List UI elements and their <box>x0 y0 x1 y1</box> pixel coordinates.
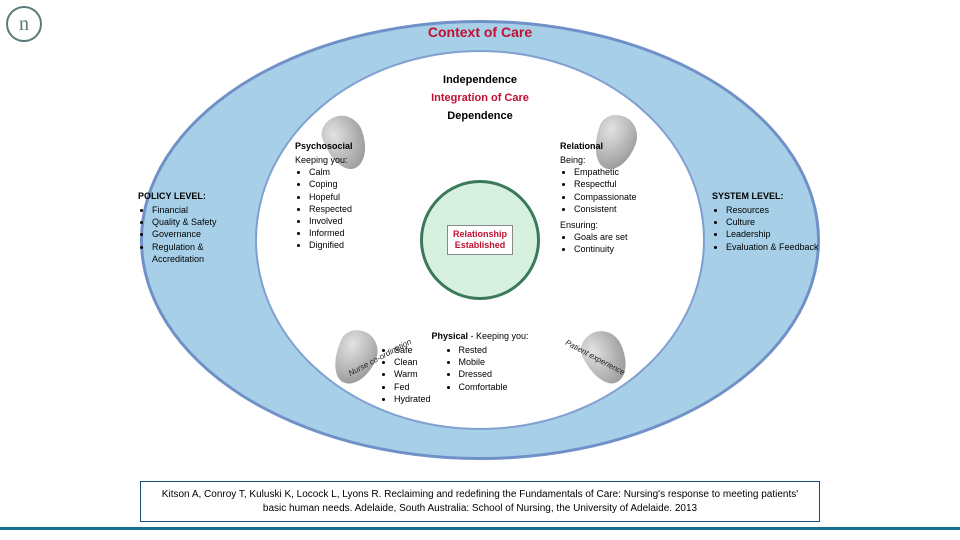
policy-heading: POLICY LEVEL: <box>138 190 248 202</box>
list-item: Hydrated <box>394 393 431 405</box>
psychosocial-block: Psychosocial Keeping you: Calm Coping Ho… <box>295 140 395 251</box>
title-independence: Independence <box>443 74 517 86</box>
footer-divider <box>0 527 960 530</box>
list-item: Informed <box>309 227 395 239</box>
list-item: Respected <box>309 203 395 215</box>
policy-list: Financial Quality & Safety Governance Re… <box>138 204 248 265</box>
list-item: Continuity <box>574 243 665 255</box>
relational-heading: Relational <box>560 140 665 152</box>
list-item: Hopeful <box>309 191 395 203</box>
list-item: Governance <box>152 228 248 240</box>
psychosocial-heading: Psychosocial <box>295 140 395 152</box>
list-item: Dignified <box>309 239 395 251</box>
list-item: Regulation & Accreditation <box>152 241 248 265</box>
system-level-block: SYSTEM LEVEL: Resources Culture Leadersh… <box>712 190 822 253</box>
list-item: Coping <box>309 178 395 190</box>
list-item: Resources <box>726 204 822 216</box>
relational-sub1: Being: <box>560 154 665 166</box>
list-item: Calm <box>309 166 395 178</box>
physical-col2: Rested Mobile Dressed Comfortable <box>445 344 508 405</box>
center-label: Relationship Established <box>447 225 513 255</box>
list-item: Rested <box>459 344 508 356</box>
relational-block: Relational Being: Empathetic Respectful … <box>560 140 665 255</box>
list-item: Clean <box>394 356 431 368</box>
relational-list1: Empathetic Respectful Compassionate Cons… <box>560 166 665 215</box>
list-item: Leadership <box>726 228 822 240</box>
list-item: Goals are set <box>574 231 665 243</box>
list-item: Evaluation & Feedback <box>726 241 822 253</box>
list-item: Empathetic <box>574 166 665 178</box>
list-item: Financial <box>152 204 248 216</box>
list-item: Culture <box>726 216 822 228</box>
list-item: Mobile <box>459 356 508 368</box>
physical-heading-text: Physical <box>431 331 468 341</box>
care-diagram: Relationship Established Context of Care… <box>120 0 840 480</box>
center-line1: Relationship <box>453 229 507 239</box>
list-item: Warm <box>394 368 431 380</box>
system-list: Resources Culture Leadership Evaluation … <box>712 204 822 253</box>
title-dependence: Dependence <box>447 110 512 122</box>
logo-badge: n <box>6 6 42 42</box>
relational-list2: Goals are set Continuity <box>560 231 665 255</box>
inner-circle: Relationship Established <box>420 180 540 300</box>
title-integration: Integration of Care <box>431 92 529 104</box>
citation-box: Kitson A, Conroy T, Kuluski K, Locock L,… <box>140 481 820 522</box>
system-heading: SYSTEM LEVEL: <box>712 190 822 202</box>
list-item: Involved <box>309 215 395 227</box>
list-item: Comfortable <box>459 381 508 393</box>
policy-level-block: POLICY LEVEL: Financial Quality & Safety… <box>138 190 248 265</box>
relational-sub2: Ensuring: <box>560 219 665 231</box>
list-item: Fed <box>394 381 431 393</box>
list-item: Quality & Safety <box>152 216 248 228</box>
psychosocial-sub: Keeping you: <box>295 154 395 166</box>
center-line2: Established <box>455 240 506 250</box>
list-item: Dressed <box>459 368 508 380</box>
list-item: Compassionate <box>574 191 665 203</box>
list-item: Consistent <box>574 203 665 215</box>
physical-sub: - Keeping you: <box>471 331 529 341</box>
psychosocial-list: Calm Coping Hopeful Respected Involved I… <box>295 166 395 251</box>
list-item: Respectful <box>574 178 665 190</box>
title-context: Context of Care <box>428 24 532 40</box>
